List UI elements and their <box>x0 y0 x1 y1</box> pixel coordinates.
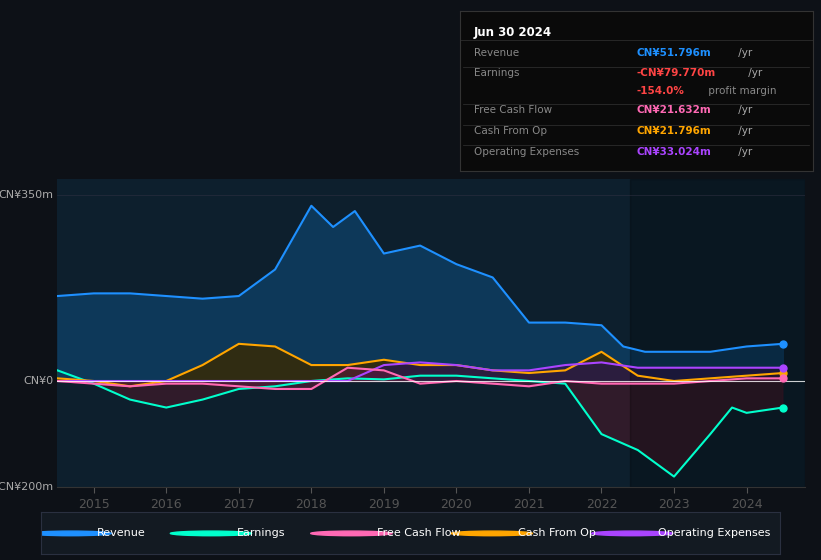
Text: Earnings: Earnings <box>237 529 286 538</box>
Text: Revenue: Revenue <box>97 529 145 538</box>
Circle shape <box>171 531 252 536</box>
Text: CN¥0: CN¥0 <box>24 376 53 386</box>
Text: /yr: /yr <box>735 126 752 136</box>
Text: Cash From Op: Cash From Op <box>474 126 547 136</box>
Text: -CN¥79.770m: -CN¥79.770m <box>636 68 716 78</box>
Text: /yr: /yr <box>735 48 752 58</box>
Text: CN¥21.796m: CN¥21.796m <box>636 126 711 136</box>
Text: profit margin: profit margin <box>705 86 777 96</box>
Text: /yr: /yr <box>735 105 752 115</box>
Text: -CN¥200m: -CN¥200m <box>0 482 53 492</box>
Text: Free Cash Flow: Free Cash Flow <box>474 105 552 115</box>
Text: Earnings: Earnings <box>474 68 520 78</box>
Text: Operating Expenses: Operating Expenses <box>658 529 770 538</box>
Text: CN¥33.024m: CN¥33.024m <box>636 147 711 157</box>
Text: CN¥51.796m: CN¥51.796m <box>636 48 711 58</box>
Circle shape <box>30 531 112 536</box>
Text: Revenue: Revenue <box>474 48 519 58</box>
Bar <box>631 179 805 487</box>
Text: /yr: /yr <box>735 147 752 157</box>
Text: CN¥21.632m: CN¥21.632m <box>636 105 711 115</box>
Text: CN¥350m: CN¥350m <box>0 190 53 200</box>
Text: -154.0%: -154.0% <box>636 86 684 96</box>
Text: Jun 30 2024: Jun 30 2024 <box>474 26 552 39</box>
Circle shape <box>310 531 392 536</box>
Circle shape <box>591 531 673 536</box>
Text: Cash From Op: Cash From Op <box>518 529 595 538</box>
Text: Operating Expenses: Operating Expenses <box>474 147 579 157</box>
Circle shape <box>452 531 533 536</box>
Text: Free Cash Flow: Free Cash Flow <box>377 529 461 538</box>
Text: /yr: /yr <box>745 68 762 78</box>
